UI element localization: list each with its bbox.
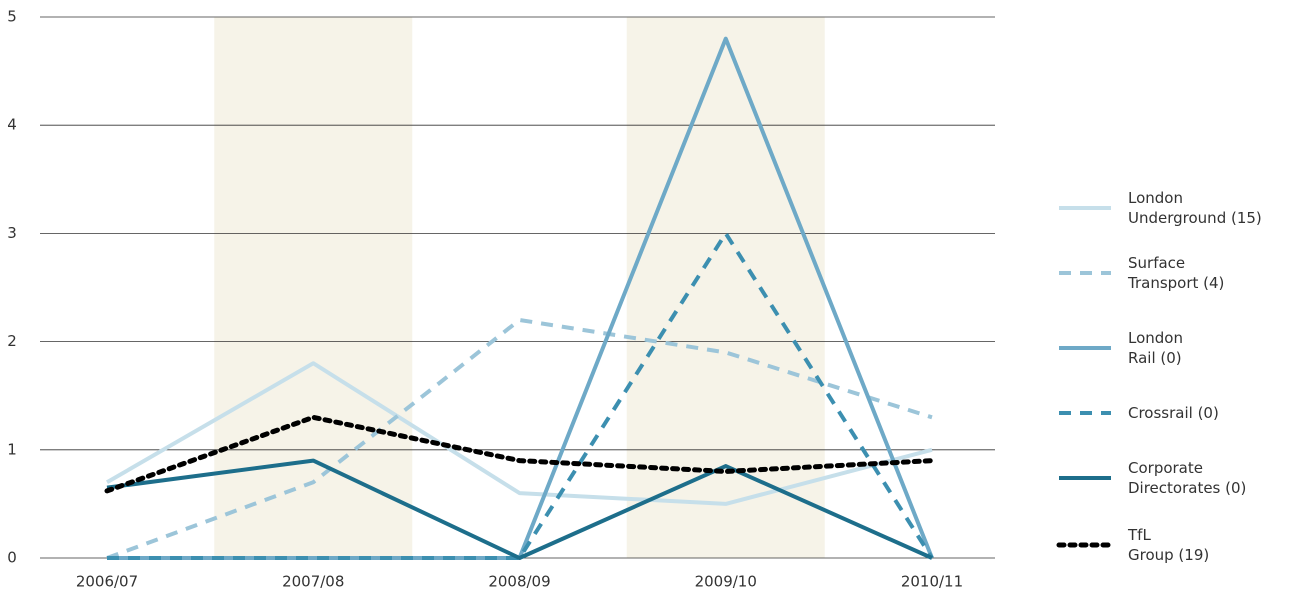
series-line	[107, 231, 934, 560]
legend-swatch	[1059, 271, 1111, 275]
x-tick-label: 2007/08	[282, 573, 344, 591]
legend-item: London Underground (15)	[1055, 188, 1300, 228]
series-line	[106, 317, 933, 560]
series-line	[106, 361, 933, 506]
x-tick-label: 2006/07	[76, 573, 138, 591]
y-tick-label: 5	[7, 8, 17, 26]
y-tick-label: 2	[7, 332, 17, 350]
legend-swatch	[1059, 411, 1111, 415]
legend-label: TfL Group (19)	[1128, 526, 1210, 564]
legend-label: London Underground (15)	[1128, 189, 1262, 227]
legend-item: Corporate Directorates (0)	[1055, 458, 1300, 498]
legend-label: Corporate Directorates (0)	[1128, 459, 1247, 497]
legend-swatch	[1059, 206, 1111, 210]
legend-item: London Rail (0)	[1055, 328, 1300, 368]
x-tick-label: 2010/11	[901, 573, 963, 591]
shaded-band	[626, 17, 825, 558]
legend-swatch	[1059, 476, 1111, 480]
x-tick-label: 2009/10	[695, 573, 757, 591]
legend-item: Surface Transport (4)	[1055, 253, 1300, 293]
y-tick-label: 3	[7, 224, 17, 242]
legend-label: Crossrail (0)	[1128, 404, 1219, 422]
x-tick-label: 2008/09	[488, 573, 550, 591]
legend-item: Crossrail (0)	[1055, 393, 1300, 433]
legend-item: TfL Group (19)	[1055, 525, 1300, 565]
legend-label: Surface Transport (4)	[1128, 254, 1225, 292]
series-line	[104, 414, 935, 494]
series-line	[106, 458, 933, 560]
shaded-band	[214, 17, 413, 558]
legend-swatch	[1059, 346, 1111, 350]
y-tick-label: 1	[7, 440, 17, 458]
y-tick-label: 0	[7, 549, 17, 567]
y-tick-label: 4	[7, 116, 17, 134]
legend-label: London Rail (0)	[1128, 329, 1183, 367]
legend-swatch	[1056, 542, 1113, 548]
